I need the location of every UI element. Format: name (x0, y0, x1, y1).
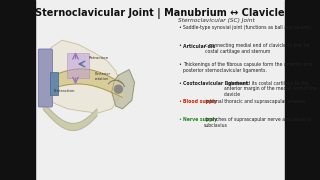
Bar (50, 72, 58, 95)
Text: c connecting medial end of clavicle to the 1st costal cartilage and sternum: c connecting medial end of clavicle to t… (205, 44, 310, 54)
Text: Saddle-type synovial joint (functions as ball and socket): Saddle-type synovial joint (functions as… (183, 25, 311, 30)
Ellipse shape (114, 85, 122, 93)
Text: Posterior
rotation: Posterior rotation (94, 72, 110, 81)
Text: Nerve supply: Nerve supply (183, 118, 217, 123)
Text: Articular dis: Articular dis (183, 44, 215, 48)
Polygon shape (44, 102, 97, 130)
Text: •: • (178, 80, 181, 86)
Text: Thickenings of the fibrous capsule form the anterior and posterior sternoclavicu: Thickenings of the fibrous capsule form … (183, 62, 312, 73)
Polygon shape (112, 70, 134, 109)
Text: Sternoclavicular Joint | Manubrium ↔ Clavicle: Sternoclavicular Joint | Manubrium ↔ Cla… (35, 8, 285, 19)
Text: Protraction: Protraction (54, 89, 76, 93)
Text: Costoclavicular ligament: Costoclavicular ligament (183, 80, 248, 86)
Text: internal thoracic and suprascapular arteries.: internal thoracic and suprascapular arte… (204, 99, 307, 104)
Text: •: • (178, 25, 181, 30)
Text: branches of suprascapular nerve and nerve to subclavius: branches of suprascapular nerve and nerv… (204, 118, 311, 128)
Bar (68, 53, 89, 78)
Text: •: • (178, 62, 181, 67)
Text: Blood supply: Blood supply (183, 99, 217, 104)
Text: •: • (178, 44, 181, 48)
Text: •: • (178, 118, 181, 123)
Text: 1st rib and its costal cartilage to the anterior margin of the medial end of the: 1st rib and its costal cartilage to the … (224, 80, 317, 97)
Bar (35, 0, 285, 180)
Polygon shape (45, 69, 123, 97)
Text: Sternoclavicular (SC) Joint: Sternoclavicular (SC) Joint (178, 18, 255, 23)
FancyBboxPatch shape (38, 49, 52, 107)
Polygon shape (41, 40, 121, 113)
Bar (0, 0, 35, 180)
Text: Retraction: Retraction (89, 56, 109, 60)
Bar (285, 0, 320, 180)
Text: •: • (178, 99, 181, 104)
